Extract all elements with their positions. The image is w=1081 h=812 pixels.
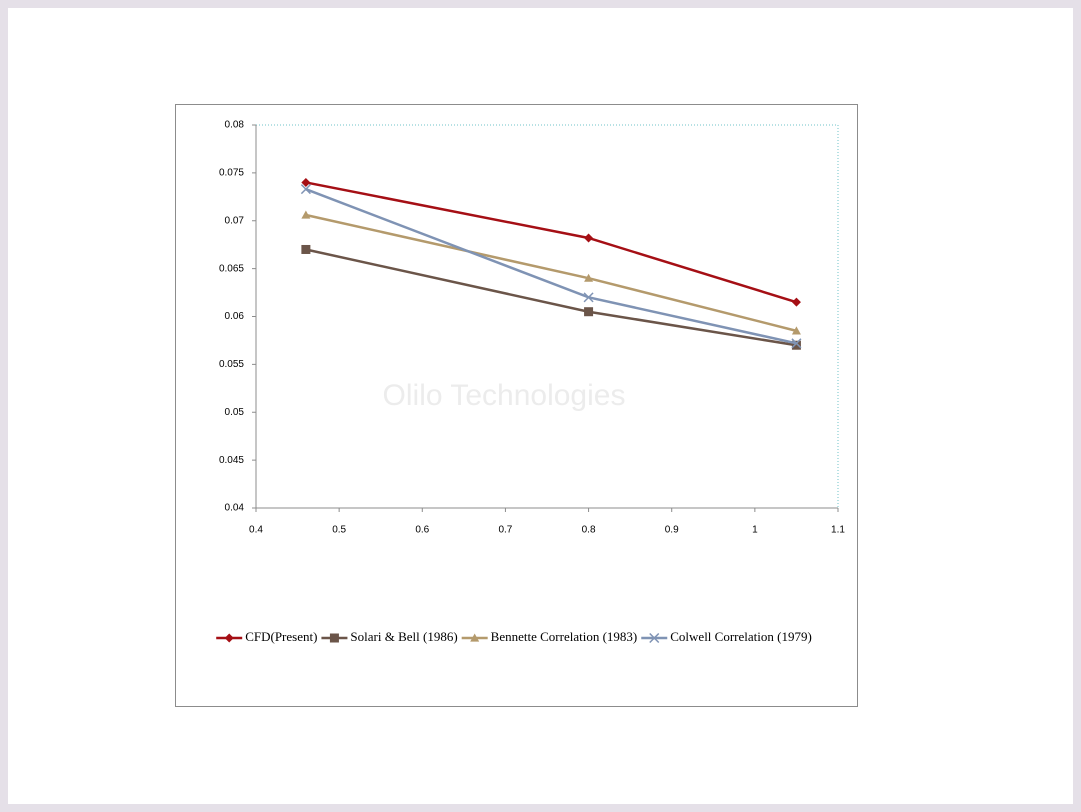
- y-tick-label: 0.04: [225, 503, 245, 514]
- marker: [584, 273, 594, 282]
- legend-marker: [470, 633, 480, 642]
- y-tick-label: 0.07: [225, 215, 245, 226]
- legend-label: Colwell Correlation (1979): [670, 629, 812, 644]
- legend-label: CFD(Present): [245, 629, 317, 644]
- y-tick-label: 0.06: [225, 311, 245, 322]
- x-tick-label: 1: [752, 525, 758, 536]
- x-tick-label: 0.4: [249, 525, 263, 536]
- marker: [300, 184, 311, 195]
- marker: [583, 292, 594, 303]
- x-tick-label: 1.1: [831, 525, 845, 536]
- x-tick-label: 0.5: [332, 525, 346, 536]
- legend-label: Solari & Bell (1986): [350, 629, 457, 644]
- marker: [301, 210, 311, 219]
- y-tick-label: 0.075: [219, 168, 244, 179]
- y-tick-label: 0.08: [225, 120, 245, 131]
- marker: [584, 307, 594, 317]
- legend-marker: [649, 632, 660, 644]
- y-tick-label: 0.065: [219, 263, 244, 274]
- y-tick-label: 0.05: [225, 407, 245, 418]
- x-tick-label: 0.9: [665, 525, 679, 536]
- x-tick-label: 0.6: [415, 525, 429, 536]
- x-tick-label: 0.7: [498, 525, 512, 536]
- marker: [584, 233, 594, 243]
- marker: [791, 297, 801, 307]
- legend-marker: [329, 633, 339, 643]
- legend-label: Bennette Correlation (1983): [491, 629, 638, 644]
- marker: [301, 244, 311, 254]
- marker: [301, 177, 311, 187]
- x-tick-label: 0.8: [582, 525, 596, 536]
- watermark: Olilo Technologies: [383, 379, 626, 412]
- chart-frame: [175, 104, 858, 707]
- y-tick-label: 0.055: [219, 359, 244, 370]
- y-tick-label: 0.045: [219, 455, 244, 466]
- marker: [791, 338, 802, 349]
- legend-marker: [224, 633, 234, 643]
- marker: [791, 326, 801, 335]
- marker: [791, 340, 801, 350]
